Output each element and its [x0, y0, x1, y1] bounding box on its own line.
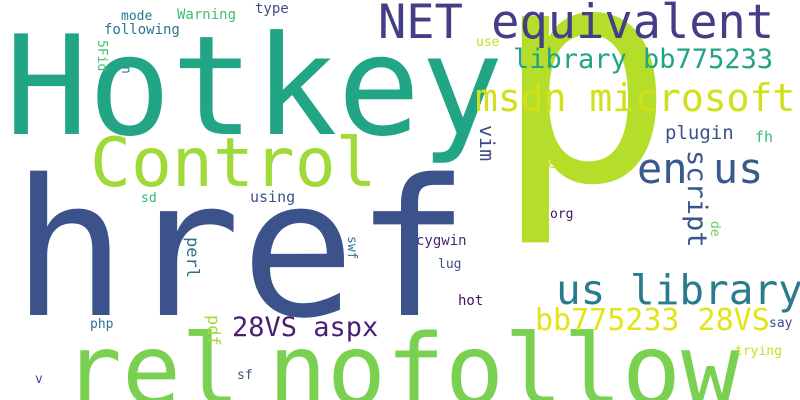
word-lug: lug	[438, 257, 462, 272]
word-hot: hot	[458, 293, 484, 309]
word-5fid: 5Fid	[94, 40, 109, 72]
word-sf: sf	[237, 368, 253, 383]
word-cygwin: cygwin	[416, 233, 467, 249]
word-use: use	[476, 35, 500, 50]
word-msdn-microsoft: msdn microsoft	[475, 76, 796, 120]
word-type: type	[255, 1, 289, 17]
word-php: php	[90, 317, 114, 332]
word-p: p	[494, 0, 675, 251]
word-href: href	[12, 139, 470, 360]
word-rel: rel	[63, 314, 241, 400]
word-trying: trying	[735, 344, 782, 359]
word-fh: fh	[755, 128, 774, 146]
word-hotkey: Hotkey	[5, 6, 504, 167]
word-script: script	[681, 150, 712, 248]
word-keys: keys	[540, 157, 572, 172]
word-28vs-aspx: 28VS aspx	[232, 312, 379, 343]
word-de: de	[707, 221, 722, 237]
word-org: org	[550, 207, 574, 222]
word-bb775233-28vs: bb775233 28VS	[535, 303, 770, 338]
word-mode: mode	[121, 9, 153, 24]
word-using: using	[250, 188, 296, 206]
word-swf: swf	[344, 236, 359, 260]
word-perl: perl	[182, 237, 202, 278]
word-following: following	[104, 22, 180, 38]
word-en-us: en us	[637, 144, 764, 193]
word-plugin: plugin	[665, 122, 734, 144]
word-library-bb775233: library bb775233	[513, 44, 774, 75]
word-us-library: us library	[556, 266, 800, 314]
word-control: Control	[90, 124, 377, 203]
word-sd: sd	[141, 191, 157, 206]
word-nofollow: nofollow	[268, 314, 741, 400]
word-vim: vim	[475, 125, 499, 162]
word-say: say	[769, 316, 793, 331]
word-v: v	[35, 372, 43, 387]
word-n: n	[118, 66, 133, 74]
word-pdf: pdf	[203, 315, 223, 346]
word-net-equivalent: NET equivalent	[378, 0, 775, 50]
word-warning: Warning	[177, 7, 237, 23]
